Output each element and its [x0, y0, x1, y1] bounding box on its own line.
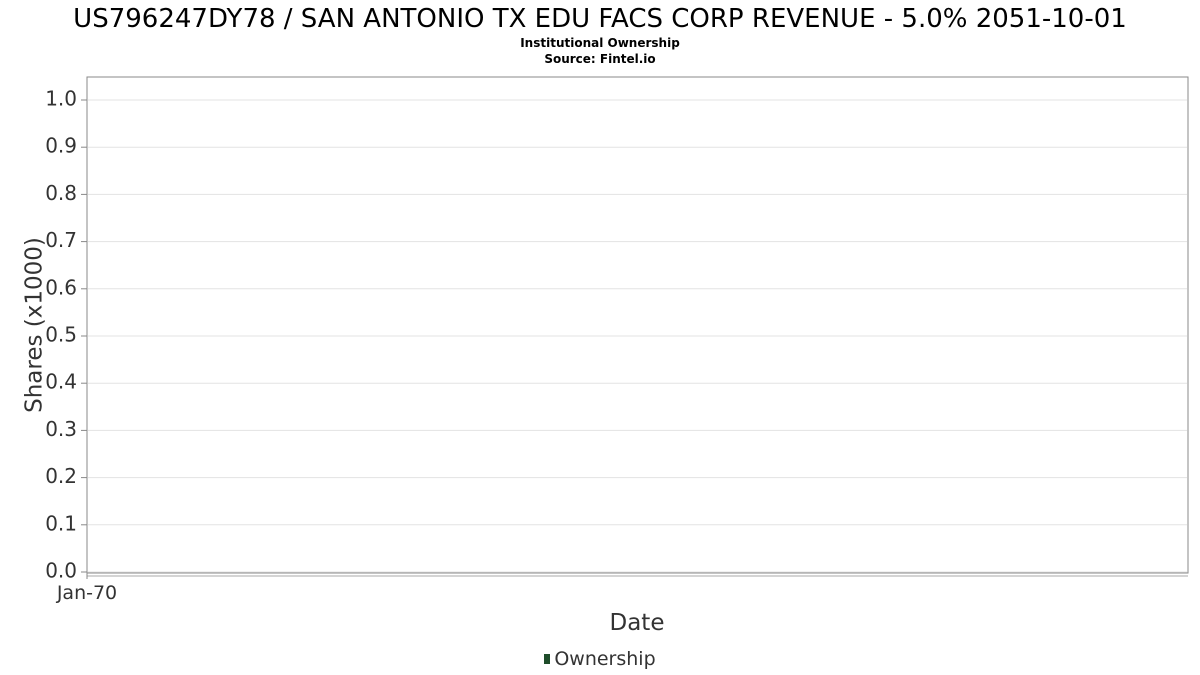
x-axis: Jan-70	[56, 573, 117, 604]
x-axis-label: Date	[610, 610, 665, 636]
x-tick-label: Jan-70	[56, 582, 117, 604]
y-tick-label: 0.2	[45, 464, 77, 488]
y-tick-label: 0.5	[45, 323, 77, 347]
chart-subtitle-source: Source: Fintel.io	[544, 52, 656, 66]
y-tick-label: 0.3	[45, 417, 77, 441]
y-tick-label: 1.0	[45, 87, 77, 111]
y-axis-label: Shares (x1000)	[22, 237, 48, 413]
y-tick-label: 0.7	[45, 228, 77, 252]
legend-swatch-ownership	[544, 654, 551, 664]
y-tick-label: 0.9	[45, 134, 77, 158]
legend: Ownership	[0, 647, 1200, 671]
plot-frame	[86, 76, 1189, 574]
chart-subtitle-ownership: Institutional Ownership	[520, 36, 680, 50]
y-tick-label: 0.8	[45, 181, 77, 205]
gridlines	[88, 99, 1187, 573]
y-tick-label: 0.4	[45, 370, 77, 394]
legend-label-ownership: Ownership	[554, 648, 656, 670]
y-axis: 0.0 0.1 0.2 0.3 0.4 0.5 0.6 0.7 0.8 0.9 1.0	[45, 87, 87, 583]
chart-title: US796247DY78 / SAN ANTONIO TX EDU FACS C…	[73, 4, 1127, 34]
y-tick-label: 0.0	[45, 559, 77, 583]
y-tick-label: 0.1	[45, 511, 77, 535]
y-tick-label: 0.6	[45, 275, 77, 299]
